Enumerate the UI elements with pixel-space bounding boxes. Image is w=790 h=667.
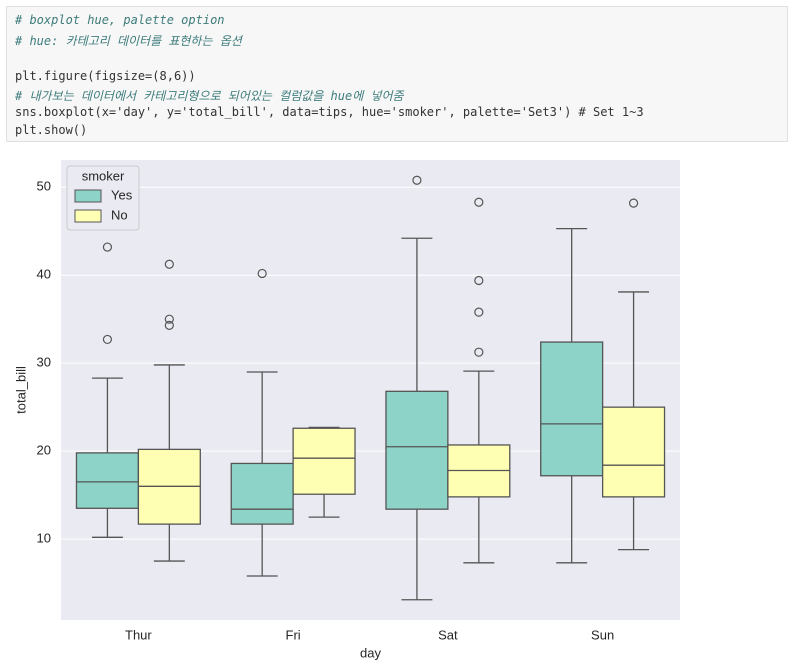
y-axis-label: total_bill	[13, 366, 28, 414]
y-tick-label: 40	[37, 267, 51, 282]
outlier	[164, 259, 174, 269]
y-tick-label: 20	[37, 443, 51, 458]
box	[75, 452, 140, 509]
legend-label: Yes	[111, 187, 133, 202]
code-line: # 내가보는 데이터에서 카테고리형으로 되어있는 컬럼값을 hue에 넣어줌	[15, 89, 404, 103]
box	[292, 427, 356, 495]
outlier	[628, 198, 639, 208]
code-line: # boxplot hue, palette option	[15, 13, 225, 27]
y-tick-label: 50	[37, 179, 51, 194]
code-cell: # boxplot hue, palette option # hue: 카테고…	[6, 6, 788, 142]
x-tick-label: Sun	[591, 627, 614, 642]
legend-swatch	[74, 189, 102, 203]
code-line: # hue: 카테고리 데이터를 표현하는 옵션	[15, 34, 242, 48]
outlier	[474, 347, 484, 357]
box	[230, 462, 294, 525]
outlier	[474, 197, 484, 207]
chart: 10 20 30 40 50 Thur Fri Sat Sun day total_bill smok…	[13, 160, 680, 660]
outlier	[102, 242, 113, 252]
outlier	[164, 320, 174, 330]
box	[385, 390, 449, 510]
box	[540, 341, 604, 477]
legend-label: No	[111, 207, 128, 222]
outlier	[412, 175, 422, 185]
x-axis-label: day	[360, 645, 381, 660]
x-tick-label: Fri	[286, 627, 301, 642]
code-line: plt.figure(figsize=(8,6))	[15, 69, 196, 83]
box	[601, 406, 666, 498]
code-line: sns.boxplot(x='day', y='total_bill', dat…	[15, 105, 644, 119]
x-tick-label: Sat	[438, 627, 458, 642]
y-tick-label: 10	[37, 531, 51, 546]
outlier	[257, 268, 267, 279]
outlier	[474, 275, 484, 286]
legend-title: smoker	[82, 168, 125, 183]
outlier	[102, 334, 113, 345]
outlier	[164, 314, 174, 324]
outlier	[474, 307, 484, 317]
y-tick-label: 30	[37, 355, 51, 370]
code-line: plt.show()	[15, 123, 88, 137]
x-tick-label: Thur	[125, 627, 152, 642]
legend-swatch	[74, 209, 102, 223]
